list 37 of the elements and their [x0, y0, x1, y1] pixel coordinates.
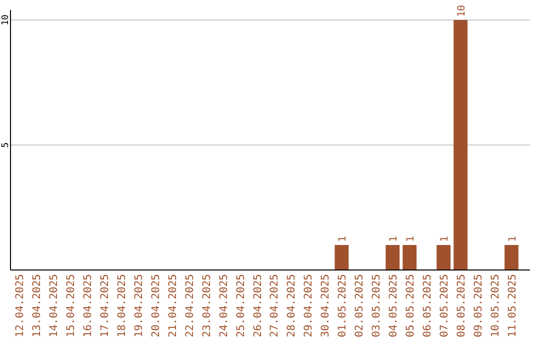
x-tick-label: 18.04.2025 [116, 274, 128, 338]
x-tick-label: 01.05.2025 [336, 274, 349, 338]
x-tick-label: 02.05.2025 [354, 274, 366, 338]
x-tick-label: 30.04.2025 [320, 274, 332, 338]
x-tick-label: 09.05.2025 [472, 274, 485, 338]
x-tick-label: 22.04.2025 [184, 274, 196, 338]
x-tick-label: 06.05.2025 [422, 274, 434, 338]
x-tick-label: 11.05.2025 [506, 274, 519, 338]
y-tick-label: 5 [1, 142, 11, 148]
x-tick-label: 17.04.2025 [98, 274, 111, 338]
x-tick-label: 04.05.2025 [388, 274, 400, 338]
x-tick-label: 19.04.2025 [132, 274, 145, 338]
x-tick-label: 24.04.2025 [218, 274, 230, 338]
x-tick-label: 07.05.2025 [438, 274, 451, 338]
x-tick-label: 25.04.2025 [234, 274, 247, 338]
x-tick-label: 20.04.2025 [150, 274, 162, 338]
x-tick-label: 26.04.2025 [252, 274, 264, 338]
x-tick-label: 29.04.2025 [302, 274, 315, 338]
x-tick-label: 27.04.2025 [268, 274, 281, 338]
data-label: 1 [388, 236, 400, 242]
data-label: 1 [440, 236, 451, 242]
data-label: 10 [456, 4, 468, 17]
data-label: 1 [338, 236, 349, 242]
x-tick-label: 05.05.2025 [404, 274, 417, 338]
x-tick-label: 10.05.2025 [490, 274, 502, 338]
x-tick-label: 28.04.2025 [286, 274, 298, 338]
x-tick-label: 16.04.2025 [82, 274, 94, 338]
x-tick-label: 23.04.2025 [200, 274, 213, 338]
x-tick-label: 12.04.2025 [14, 274, 26, 338]
x-tick-label: 13.04.2025 [30, 274, 43, 338]
x-tick-label: 15.04.2025 [64, 274, 77, 338]
x-tick-label: 03.05.2025 [370, 274, 383, 338]
x-tick-label: 14.04.2025 [48, 274, 60, 338]
data-label: 1 [406, 236, 417, 242]
x-tick-label: 21.04.2025 [166, 274, 179, 338]
x-tick-label: 08.05.2025 [456, 274, 468, 338]
data-label: 1 [508, 236, 519, 242]
